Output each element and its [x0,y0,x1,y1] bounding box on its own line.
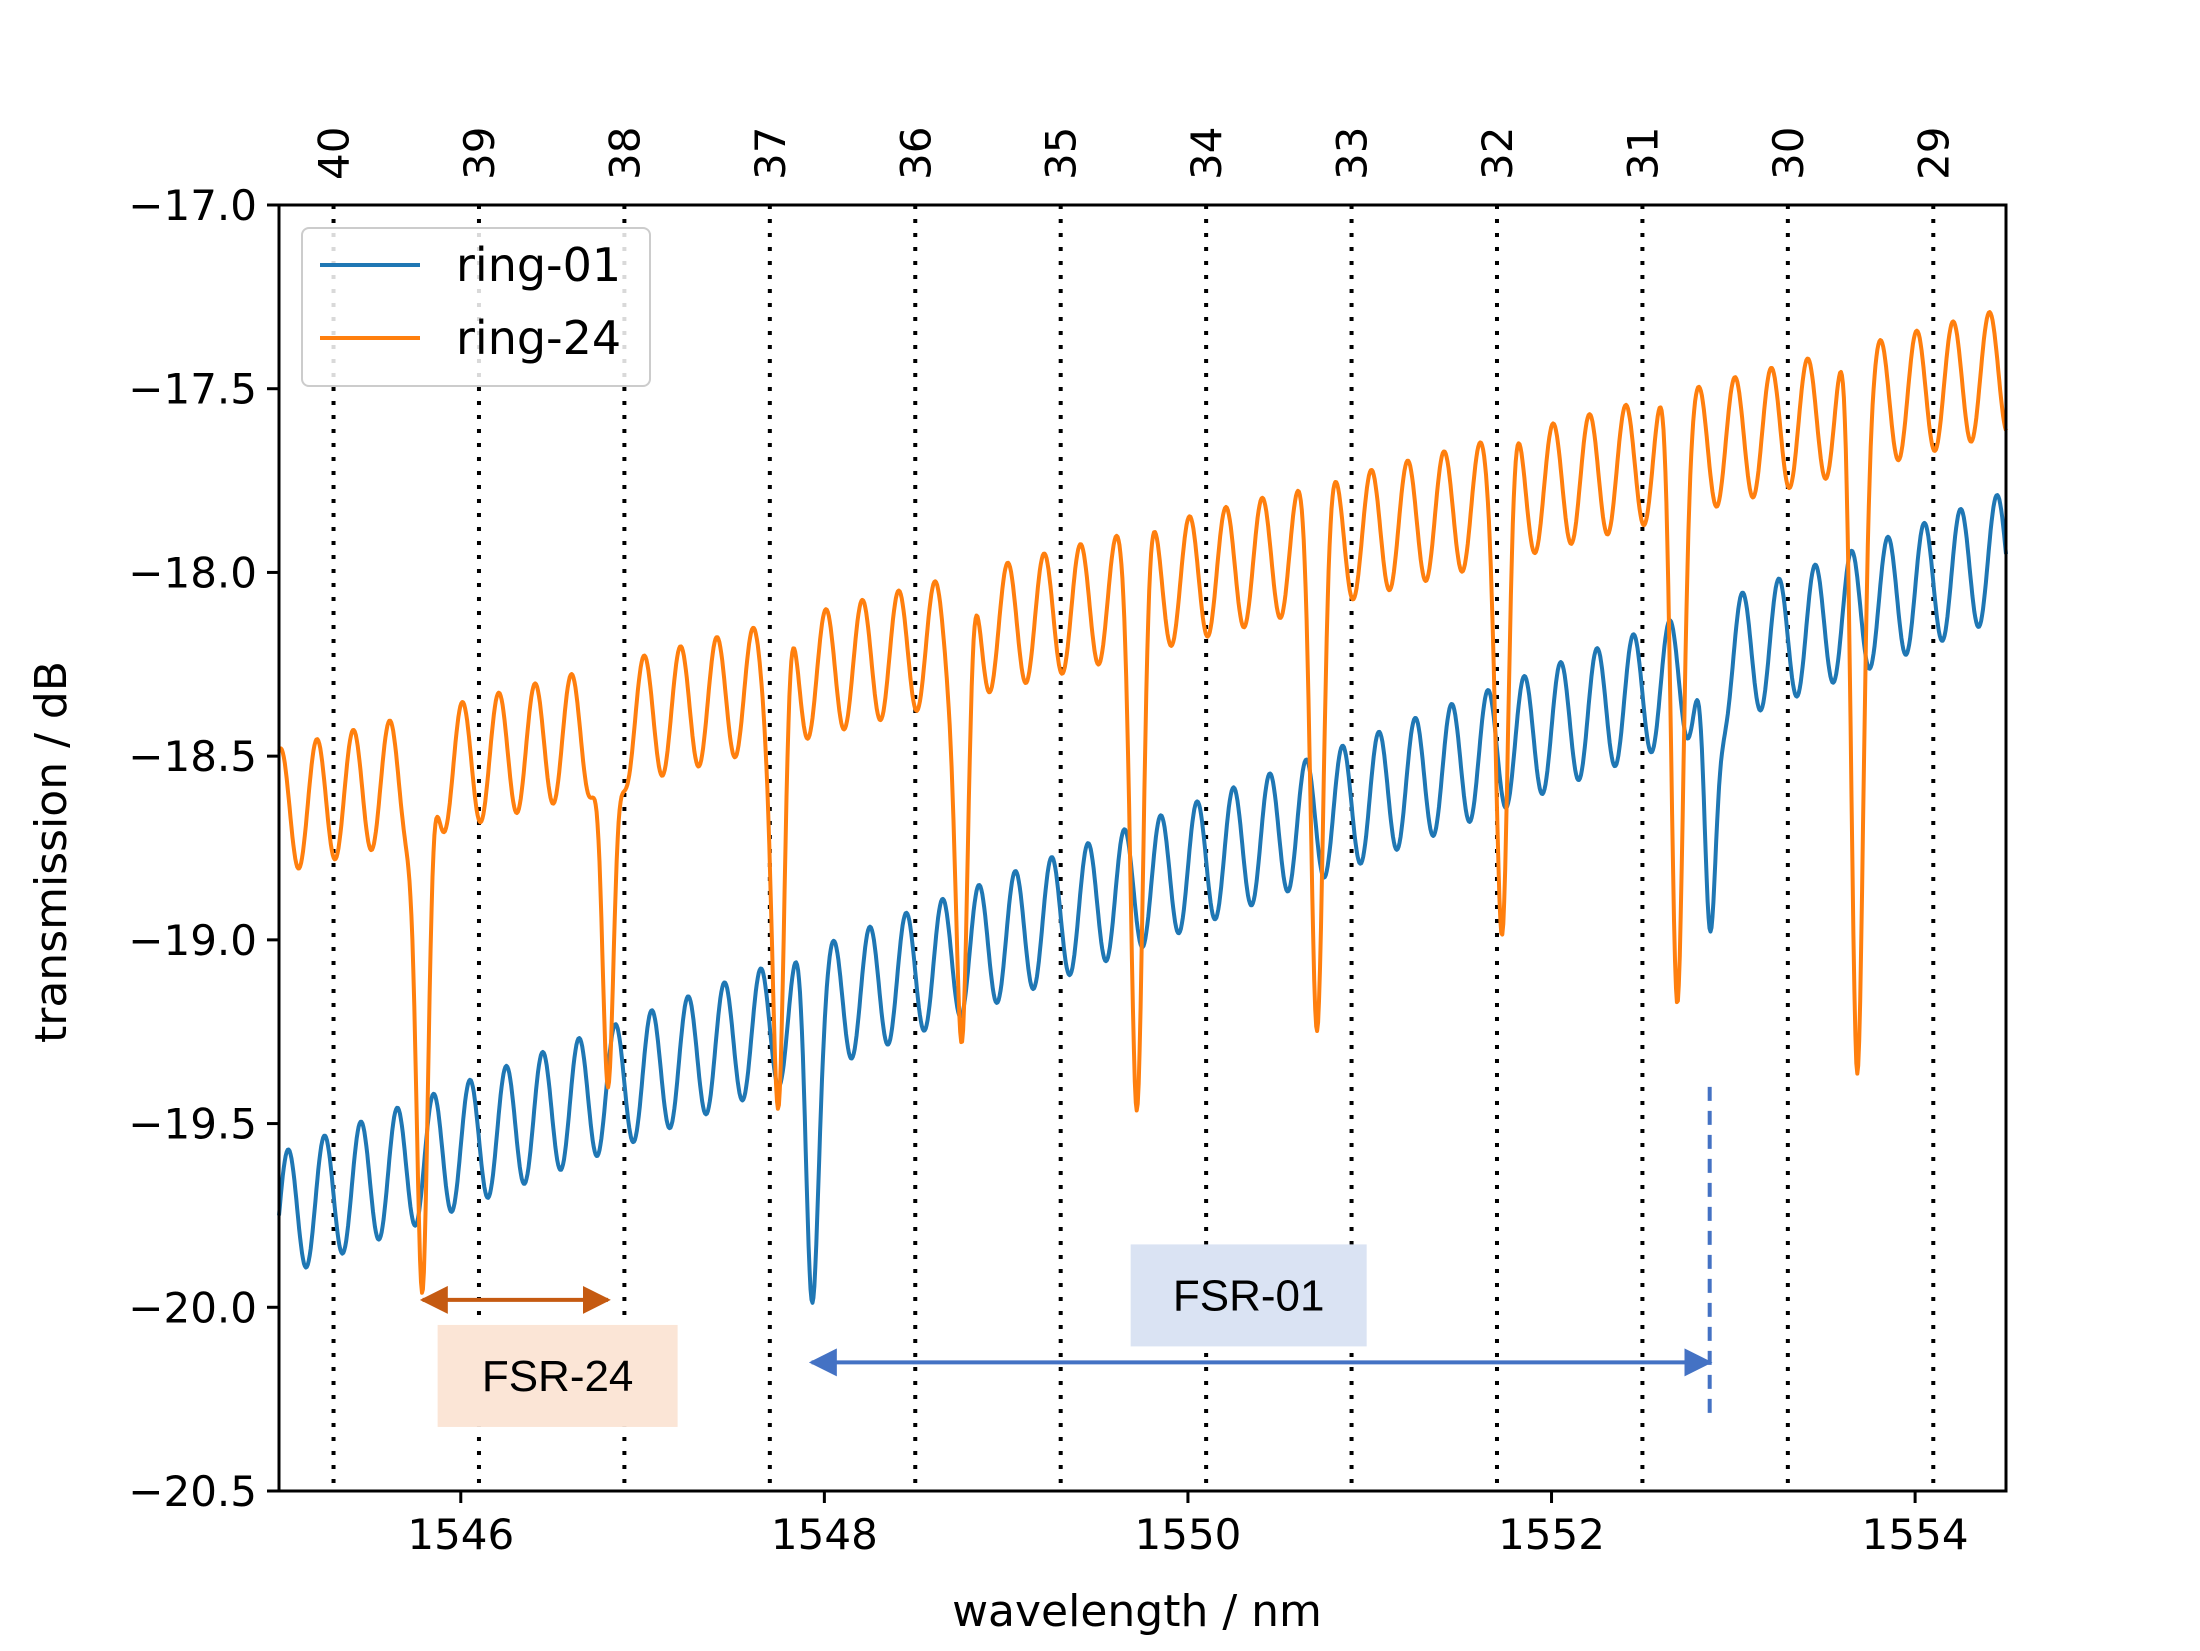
legend-label-ring-24: ring-24 [456,311,621,365]
channel-label-29: 29 [1909,127,1958,180]
y-tick-label: −20.0 [128,1283,257,1332]
x-tick-label: 1550 [1135,1510,1242,1559]
y-tick-label: −18.5 [128,732,257,781]
x-tick-label: 1546 [407,1510,514,1559]
x-tick-label: 1552 [1498,1510,1605,1559]
channel-label-32: 32 [1473,127,1522,180]
channel-label-33: 33 [1328,127,1377,180]
x-axis-label: wavelength / nm [952,1586,1322,1637]
legend-box [301,227,651,387]
fsr-label-box-0 [437,1324,678,1427]
y-tick-label: −18.0 [128,548,257,597]
legend: ring-01 ring-24 [301,227,651,387]
x-tick-label: 1554 [1862,1510,1969,1559]
channel-label-38: 38 [600,127,649,180]
annotations: FSR-24 FSR-01 [419,1086,1713,1427]
channel-label-31: 31 [1618,127,1667,180]
channel-label-36: 36 [891,127,940,180]
plot-frame [277,203,2008,1493]
axes: 1546 1548 1550 1552 1554 −17.0 −17.5 −18.0 −18.5… [128,181,2008,1559]
fsr-label-1: FSR-01 [1173,1271,1325,1320]
channel-label-35: 35 [1037,127,1086,180]
series-layer [277,310,2008,1305]
y-tick-label: −19.5 [128,1100,257,1149]
fsr-label-box-1 [1130,1244,1367,1347]
channel-label-40: 40 [310,127,359,180]
y-tick-label: −17.0 [128,181,257,230]
channel-label-39: 39 [455,127,504,180]
y-tick-label: −19.0 [128,916,257,965]
y-tick-label: −20.5 [128,1467,257,1516]
legend-label-ring-01: ring-01 [456,238,621,292]
series-line-ring-24 [277,310,2008,1295]
channel-label-34: 34 [1182,127,1231,180]
channel-label-37: 37 [746,127,795,180]
y-axis-label: transmission / dB [26,661,77,1043]
y-tick-label: −17.5 [128,365,257,414]
channel-lines: 40 39 38 37 36 35 34 33 32 31 30 29 [310,127,1958,1491]
fsr-label-0: FSR-24 [482,1352,634,1401]
channel-label-30: 30 [1764,127,1813,180]
x-tick-label: 1548 [771,1510,878,1559]
